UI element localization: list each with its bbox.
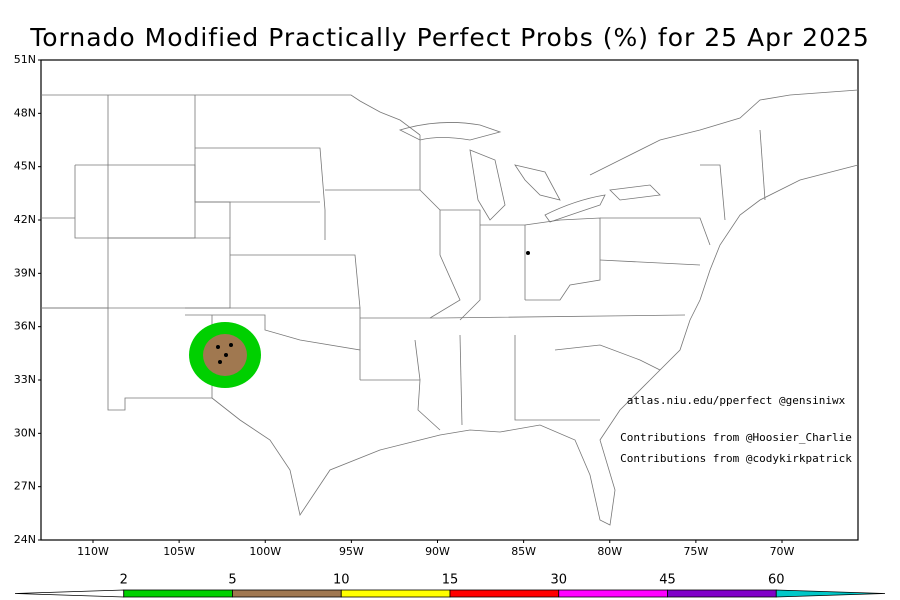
colorbar-segment	[558, 589, 668, 598]
colorbar-segment	[667, 589, 777, 598]
lat-label: 48N	[14, 106, 36, 119]
lat-label: 24N	[14, 533, 36, 546]
report-dot	[224, 353, 228, 357]
annotation: Contributions from @codykirkpatrick	[620, 452, 852, 465]
lat-label: 30N	[14, 426, 36, 439]
annotation: atlas.niu.edu/pperfect @gensiniwx	[627, 394, 846, 407]
lon-label: 90W	[425, 545, 450, 558]
colorbar-segment	[123, 589, 233, 598]
lon-label: 100W	[249, 545, 281, 558]
colorbar: 2 5 10 15 30 45 60	[14, 573, 886, 598]
lat-label: 33N	[14, 373, 36, 386]
colorbar-segment	[232, 589, 342, 598]
boundaries	[41, 89, 859, 526]
map-frame	[40, 59, 859, 541]
lon-label: 95W	[339, 545, 364, 558]
report-dot	[526, 251, 530, 255]
annotation: Contributions from @Hoosier_Charlie	[620, 431, 852, 444]
lat-label: 51N	[14, 53, 36, 66]
report-dot	[218, 360, 222, 364]
colorbar-label: 10	[333, 573, 350, 588]
lat-label: 36N	[14, 320, 36, 333]
colorbar-label: 2	[120, 573, 128, 588]
lon-label: 110W	[77, 545, 109, 558]
colorbar-segment	[449, 589, 560, 598]
lat-label: 39N	[14, 266, 36, 279]
colorbar-end	[14, 589, 125, 598]
reports	[216, 251, 530, 364]
colorbar-label: 5	[228, 573, 236, 588]
report-dot	[229, 343, 233, 347]
colorbar-end	[775, 589, 886, 598]
colorbar-label: 45	[659, 573, 676, 588]
lon-label: 75W	[683, 545, 708, 558]
axis-labels: 51N 48N 45N 42N 39N 36N 33N 30N 27N 24N 110W 105W 10…	[14, 53, 795, 558]
lon-label: 70W	[770, 545, 795, 558]
title: Tornado Modified Practically Perfect Pro…	[29, 23, 870, 52]
colorbar-label: 15	[442, 573, 459, 588]
colorbar-label: 60	[768, 573, 785, 588]
lat-label: 27N	[14, 480, 36, 493]
lat-label: 42N	[14, 213, 36, 226]
lon-label: 80W	[597, 545, 622, 558]
colorbar-segment	[340, 589, 451, 598]
report-dot	[216, 345, 220, 349]
lat-label: 45N	[14, 160, 36, 173]
map	[40, 59, 859, 541]
lon-label: 85W	[511, 545, 536, 558]
annotations: atlas.niu.edu/pperfect @gensiniwx Contrib…	[620, 394, 852, 465]
lon-label: 105W	[163, 545, 195, 558]
colorbar-label: 30	[550, 573, 567, 588]
